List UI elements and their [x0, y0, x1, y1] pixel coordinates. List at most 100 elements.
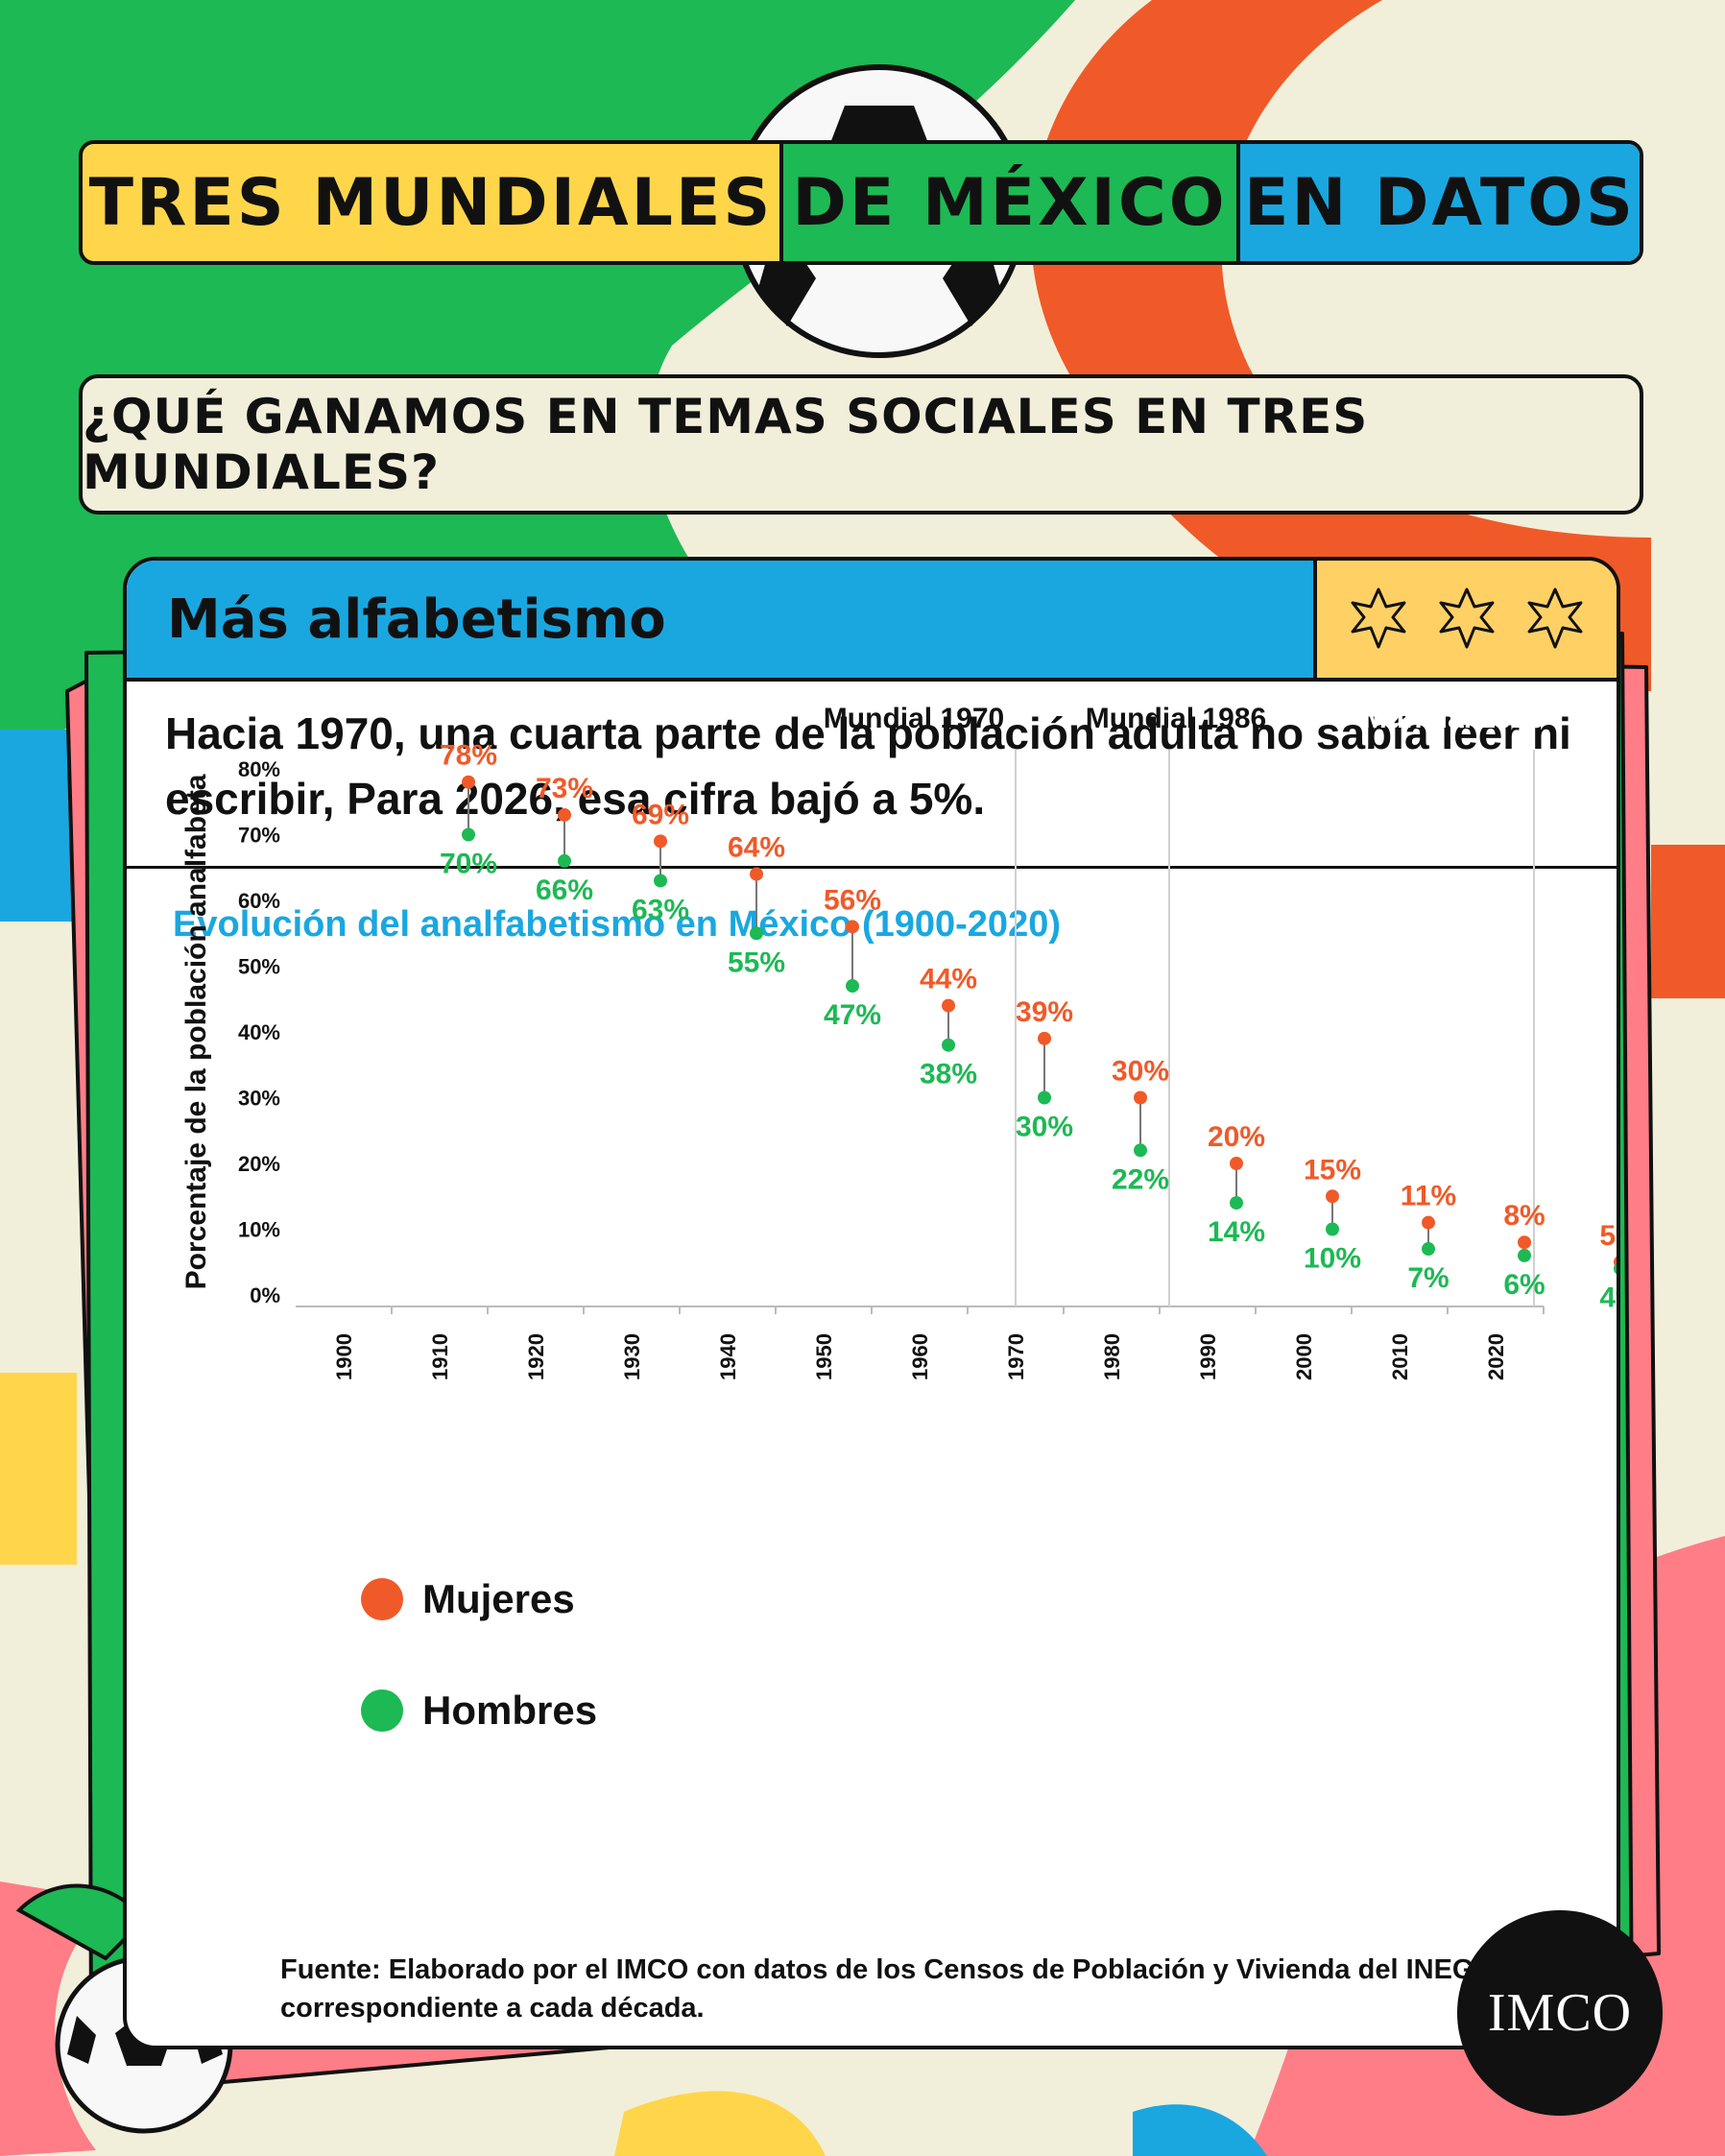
mundial-label: Mundial 2026 — [1363, 703, 1544, 734]
star-icon — [1351, 587, 1406, 649]
point-mujeres — [462, 775, 475, 789]
legend-dot-hombres — [361, 1689, 403, 1732]
x-tick-label: 1960 — [908, 1333, 932, 1380]
legend-label-hombres: Hombres — [422, 1688, 598, 1733]
y-tick-label: 60% — [238, 889, 280, 913]
data-label-hombres: 66% — [536, 874, 593, 906]
point-mujeres — [846, 920, 859, 934]
data-label-mujeres: 56% — [824, 884, 881, 916]
y-axis-label: Porcentaje de la población analfabeta — [180, 774, 212, 1289]
point-mujeres — [1326, 1189, 1339, 1204]
data-label-hombres: 4% — [1599, 1282, 1620, 1314]
data-label-mujeres: 15% — [1304, 1154, 1361, 1186]
question-banner: ¿QUÉ GANAMOS EN TEMAS SOCIALES EN TRES M… — [79, 374, 1643, 515]
card-header: Más alfabetismo — [127, 561, 1617, 682]
point-mujeres — [1518, 1235, 1531, 1250]
source-note: Fuente: Elaborado por el IMCO con datos … — [280, 1954, 1482, 2024]
stars-rating — [1317, 561, 1617, 678]
card-title: Más alfabetismo — [127, 561, 1317, 678]
title-part-2: DE MÉXICO — [783, 144, 1240, 261]
point-mujeres — [942, 998, 955, 1013]
legend-dot-mujeres — [361, 1578, 403, 1620]
main-title-banner: TRES MUNDIALES DE MÉXICO EN DATOS — [79, 140, 1643, 265]
legend-label-mujeres: Mujeres — [422, 1576, 575, 1621]
content-card: Más alfabetismo Hacia 1970, una cuarta p… — [123, 557, 1620, 2049]
data-label-hombres: 55% — [728, 946, 785, 978]
y-tick-label: 10% — [238, 1218, 280, 1242]
point-hombres — [1038, 1090, 1051, 1105]
data-label-mujeres: 73% — [536, 773, 593, 804]
star-icon — [1439, 587, 1495, 649]
legend-item-mujeres: Mujeres — [361, 1576, 575, 1622]
mundial-label: Mundial 1986 — [1086, 703, 1266, 734]
data-label-hombres: 63% — [632, 894, 689, 925]
point-mujeres — [654, 834, 667, 849]
data-label-mujeres: 5% — [1599, 1220, 1620, 1252]
point-hombres — [1326, 1222, 1339, 1236]
point-hombres — [1422, 1242, 1435, 1257]
point-hombres — [1518, 1248, 1531, 1262]
x-tick-label: 2020 — [1484, 1333, 1508, 1380]
title-part-3: EN DATOS — [1240, 144, 1640, 261]
data-label-mujeres: 30% — [1112, 1056, 1169, 1088]
y-tick-label: 50% — [238, 955, 280, 979]
point-mujeres — [1230, 1157, 1243, 1170]
point-hombres — [750, 926, 763, 941]
divider — [127, 866, 1617, 869]
mundial-label: Mundial 1970 — [824, 703, 1004, 734]
data-label-mujeres: 11% — [1401, 1181, 1456, 1212]
literacy-chart: 0% 10% 20% 30% 40% 50% 60% 70% 80% Porcentaje de … — [180, 703, 1620, 1380]
point-mujeres — [1422, 1215, 1435, 1230]
point-hombres — [846, 979, 859, 994]
chart-title: Evolución del analfabetismo en México (1… — [173, 904, 1061, 945]
x-tick-label: 1980 — [1100, 1333, 1124, 1380]
data-label-hombres: 14% — [1208, 1216, 1265, 1248]
point-mujeres — [1038, 1031, 1051, 1045]
x-tick-label: 1930 — [620, 1333, 644, 1380]
x-tick-label: 1940 — [716, 1333, 740, 1380]
data-label-hombres: 70% — [440, 849, 497, 880]
x-tick-label: 2010 — [1388, 1333, 1412, 1380]
y-tick-label: 30% — [238, 1087, 280, 1111]
data-label-hombres: 22% — [1112, 1163, 1169, 1195]
y-tick-label: 0% — [250, 1283, 280, 1307]
legend-item-hombres: Hombres — [361, 1688, 597, 1734]
x-tick-label: 1910 — [428, 1333, 452, 1380]
point-hombres — [1230, 1196, 1243, 1210]
point-hombres — [942, 1038, 955, 1052]
data-label-mujeres: 20% — [1208, 1121, 1265, 1153]
data-label-hombres: 7% — [1407, 1262, 1449, 1294]
y-tick-label: 20% — [238, 1152, 280, 1176]
x-tick-label: 1970 — [1004, 1333, 1028, 1380]
point-hombres — [1614, 1262, 1617, 1275]
y-tick-label: 40% — [238, 1020, 280, 1044]
data-label-hombres: 30% — [1016, 1112, 1073, 1143]
y-tick-label: 70% — [238, 824, 280, 848]
data-label-mujeres: 44% — [920, 964, 977, 995]
data-label-mujeres: 39% — [1016, 996, 1073, 1028]
point-mujeres — [558, 807, 571, 822]
star-icon — [1527, 587, 1583, 649]
lead-text: Hacia 1970, una cuarta parte de la pobla… — [165, 708, 1571, 824]
point-mujeres — [750, 867, 763, 881]
title-part-1: TRES MUNDIALES — [83, 144, 783, 261]
data-label-mujeres: 69% — [632, 799, 689, 830]
data-label-hombres: 38% — [920, 1059, 977, 1090]
data-label-mujeres: 8% — [1503, 1200, 1545, 1232]
data-label-hombres: 47% — [824, 999, 881, 1031]
point-hombres — [462, 827, 475, 842]
x-tick-label: 2000 — [1292, 1333, 1316, 1380]
y-tick-label: 80% — [238, 757, 280, 781]
point-hombres — [1134, 1143, 1147, 1158]
point-hombres — [558, 853, 571, 868]
x-tick-label: 1900 — [332, 1333, 356, 1380]
data-label-mujeres: 64% — [728, 832, 785, 864]
x-tick-label: 1950 — [812, 1333, 836, 1380]
x-tick-label: 1920 — [524, 1333, 548, 1380]
x-tick-label: 1990 — [1196, 1333, 1220, 1380]
point-hombres — [654, 874, 667, 888]
data-label-hombres: 10% — [1304, 1243, 1361, 1275]
data-label-mujeres: 78% — [440, 740, 497, 772]
data-label-hombres: 6% — [1503, 1269, 1545, 1301]
chart-plot-group: 0% 10% 20% 30% 40% 50% 60% 70% 80% Porcentaje de … — [180, 703, 1620, 1380]
